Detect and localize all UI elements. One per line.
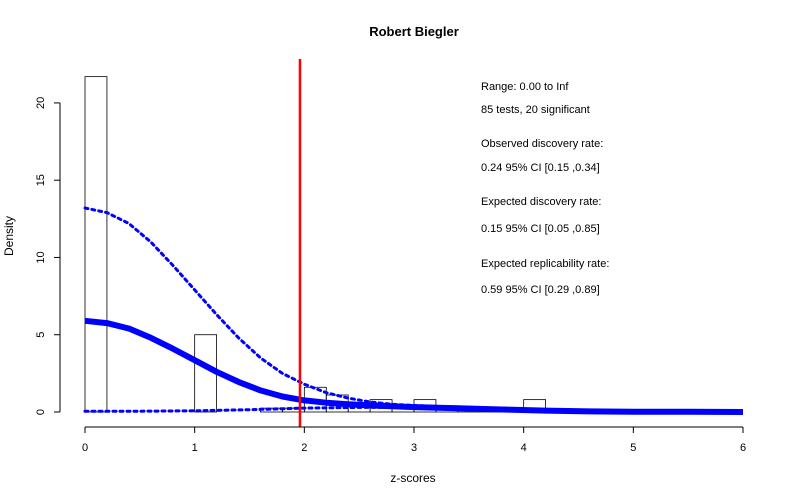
x-tick-label-2: 2 — [301, 442, 307, 454]
x-tick-label-1: 1 — [192, 442, 198, 454]
y-tick-label-2: 10 — [35, 251, 47, 263]
y-tick-label-4: 20 — [35, 97, 47, 109]
annotation-block: Range: 0.00 to Inf 85 tests, 20 significa… — [481, 81, 609, 296]
fitted-density-curve — [84, 317, 744, 415]
annotation-line-0: Range: 0.00 to Inf — [481, 81, 569, 93]
histogram-bar-0 — [84, 76, 108, 413]
density-curves — [83, 59, 744, 427]
annotation-line-3: 0.24 95% CI [0.15 ,0.34] — [481, 162, 600, 174]
annotation-line-4: Expected discovery rate: — [481, 196, 601, 208]
x-tick-label-3: 3 — [411, 442, 417, 454]
annotation-line-5: 0.15 95% CI [0.05 ,0.85] — [481, 223, 600, 235]
x-axis-label: z-scores — [390, 471, 435, 485]
x-tick-label-0: 0 — [82, 442, 88, 454]
chart-title: Robert Biegler — [369, 24, 459, 39]
annotation-line-1: 85 tests, 20 significant — [481, 104, 590, 116]
annotation-line-6: Expected replicability rate: — [481, 258, 609, 270]
y-tick-label-0: 0 — [35, 409, 47, 415]
y-axis-label: Density — [2, 216, 16, 256]
y-tick-label-1: 5 — [35, 332, 47, 338]
x-tick-label-4: 4 — [521, 442, 527, 454]
axes: 0 1 2 3 4 5 6 0 5 10 15 20 — [35, 97, 746, 454]
x-tick-label-6: 6 — [740, 442, 746, 454]
annotation-line-7: 0.59 95% CI [0.29 ,0.89] — [481, 284, 600, 296]
ci-upper-curve — [83, 206, 482, 410]
annotation-line-2: Observed discovery rate: — [481, 138, 603, 150]
y-tick-label-3: 15 — [35, 174, 47, 186]
x-tick-label-5: 5 — [630, 442, 636, 454]
